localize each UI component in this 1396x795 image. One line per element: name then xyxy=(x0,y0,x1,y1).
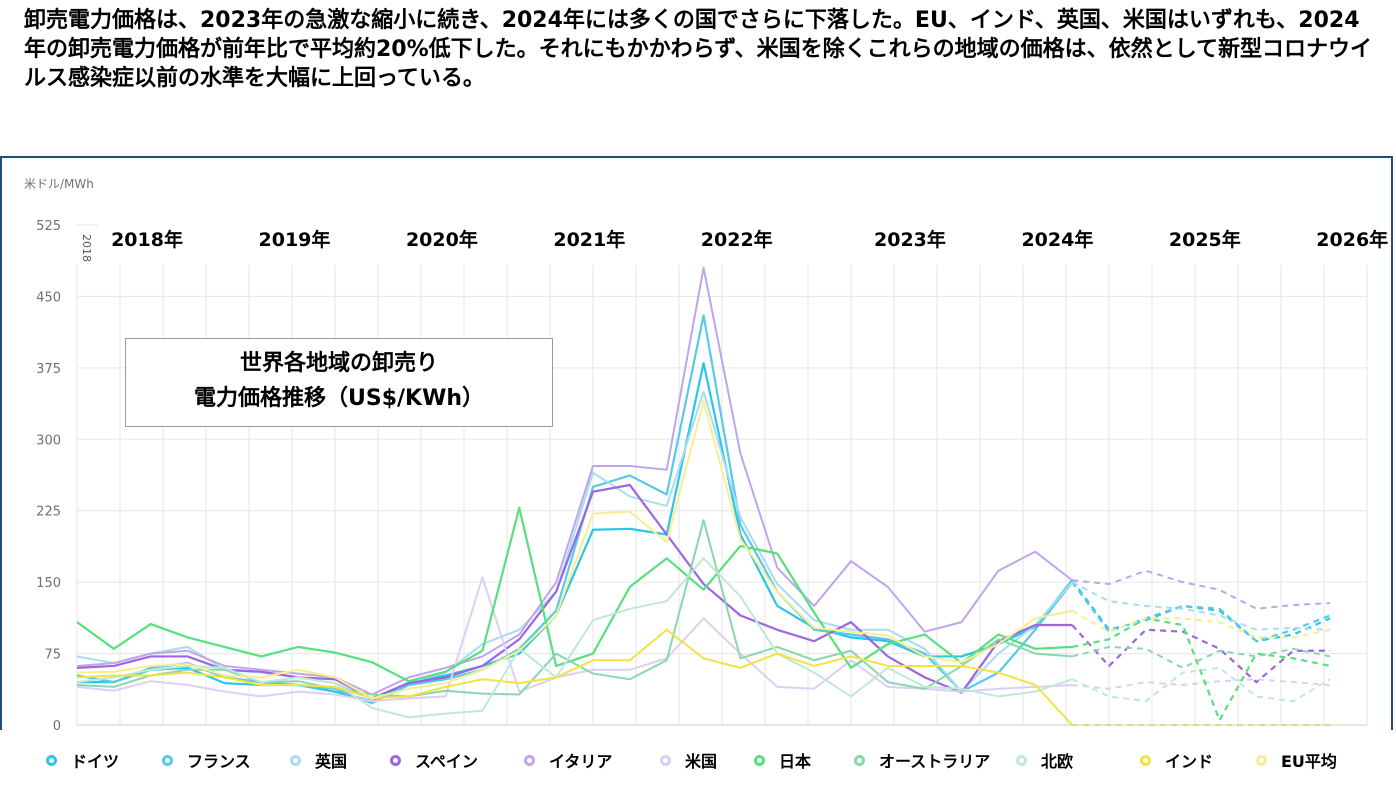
legend-item: スペイン xyxy=(390,748,478,772)
chart-frame: 0 75 150 225 300 375 450 525 米ドル/MWh 2018年 2019年 20… xyxy=(0,156,1393,732)
legend-label: イタリア xyxy=(549,752,613,771)
year-label: 2019年 xyxy=(259,228,331,251)
y-tick-label: 0 xyxy=(53,719,61,732)
y-tick-label: 525 xyxy=(36,219,61,234)
y-tick-label: 225 xyxy=(36,505,61,520)
legend-item: オーストラリア xyxy=(854,748,990,772)
series-line-forecast xyxy=(1071,617,1331,723)
legend: ドイツ フランス 英国 スペイン イタリア 米国 日本 オーストラリア 北欧 インド EU平均 xyxy=(0,748,1396,788)
legend-label: 北欧 xyxy=(1041,752,1074,771)
year-label: 2018年 xyxy=(111,228,183,251)
legend-label: オーストラリア xyxy=(879,752,991,771)
series-line-forecast xyxy=(1071,666,1331,703)
series-line-forecast xyxy=(1071,609,1331,639)
legend-dot-icon xyxy=(1140,754,1151,766)
legend-item: EU平均 xyxy=(1256,748,1337,772)
legend-item: 英国 xyxy=(290,748,347,772)
legend-dot-icon xyxy=(660,754,671,766)
year-label: 2026年 xyxy=(1316,228,1388,251)
legend-dot-icon xyxy=(754,754,765,766)
y-tick-label: 75 xyxy=(44,648,61,663)
chart-title-line1: 世界各地域の卸売り xyxy=(239,351,438,376)
y-tick-label: 375 xyxy=(36,362,61,377)
y-tick-label: 450 xyxy=(36,290,61,305)
legend-dot-icon xyxy=(46,754,57,766)
legend-item: フランス xyxy=(162,748,251,772)
series-line-forecast xyxy=(1072,678,1331,690)
legend-dot-icon xyxy=(162,754,173,766)
legend-label: ドイツ xyxy=(71,752,120,771)
series-line-forecast xyxy=(1072,569,1331,610)
series-line xyxy=(77,361,1074,703)
series-line-forecast xyxy=(1071,579,1331,643)
line-chart: 0 75 150 225 300 375 450 525 米ドル/MWh 2018年 2019年 20… xyxy=(24,177,1388,732)
legend-item: 日本 xyxy=(754,748,811,772)
legend-dot-icon xyxy=(290,754,301,766)
series-line-forecast xyxy=(1071,645,1331,669)
legend-label: フランス xyxy=(187,752,251,771)
legend-item: インド xyxy=(1140,748,1213,772)
series-line xyxy=(76,628,1073,726)
year-label: 2023年 xyxy=(874,228,946,251)
legend-dot-icon xyxy=(1016,754,1027,766)
series-line xyxy=(76,576,1073,703)
legend-dot-icon xyxy=(854,754,865,766)
y-axis-label: 米ドル/MWh xyxy=(24,177,94,191)
series-line xyxy=(76,266,1073,696)
headline: 卸売電力価格は、2023年の急激な縮小に続き、2024年には多くの国でさらに下落… xyxy=(24,8,1373,91)
legend-label: 日本 xyxy=(779,752,812,771)
year-label: 2025年 xyxy=(1169,228,1241,251)
legend-item: ドイツ xyxy=(46,748,119,772)
legend-item: 米国 xyxy=(660,748,717,772)
series-line xyxy=(76,557,1073,719)
legend-label: インド xyxy=(1165,752,1214,771)
chart-title-box: 世界各地域の卸売り 電力価格推移（US$/KWh） xyxy=(125,338,553,427)
series-line xyxy=(76,506,1073,683)
series-line xyxy=(76,400,1073,700)
year-label: 2024年 xyxy=(1021,228,1093,251)
y-tick-label: 150 xyxy=(36,576,61,591)
legend-label: スペイン xyxy=(415,752,478,771)
legend-label: 米国 xyxy=(685,752,718,771)
legend-label: EU平均 xyxy=(1281,752,1337,771)
year-label: 2022年 xyxy=(701,228,773,251)
side-year-label: 2018 xyxy=(80,234,93,262)
legend-item: 北欧 xyxy=(1016,748,1073,772)
y-tick-label: 300 xyxy=(36,433,61,448)
legend-dot-icon xyxy=(524,754,535,766)
year-header-band xyxy=(98,216,1373,264)
legend-dot-icon xyxy=(1256,754,1267,766)
series-line-forecast xyxy=(1071,581,1331,631)
year-label: 2021年 xyxy=(553,228,625,251)
legend-dot-icon xyxy=(390,754,401,766)
legend-label: 英国 xyxy=(315,752,348,771)
year-label: 2020年 xyxy=(406,228,478,251)
chart-title-line2: 電力価格推移（US$/KWh） xyxy=(193,386,485,411)
legend-item: イタリア xyxy=(524,748,612,772)
